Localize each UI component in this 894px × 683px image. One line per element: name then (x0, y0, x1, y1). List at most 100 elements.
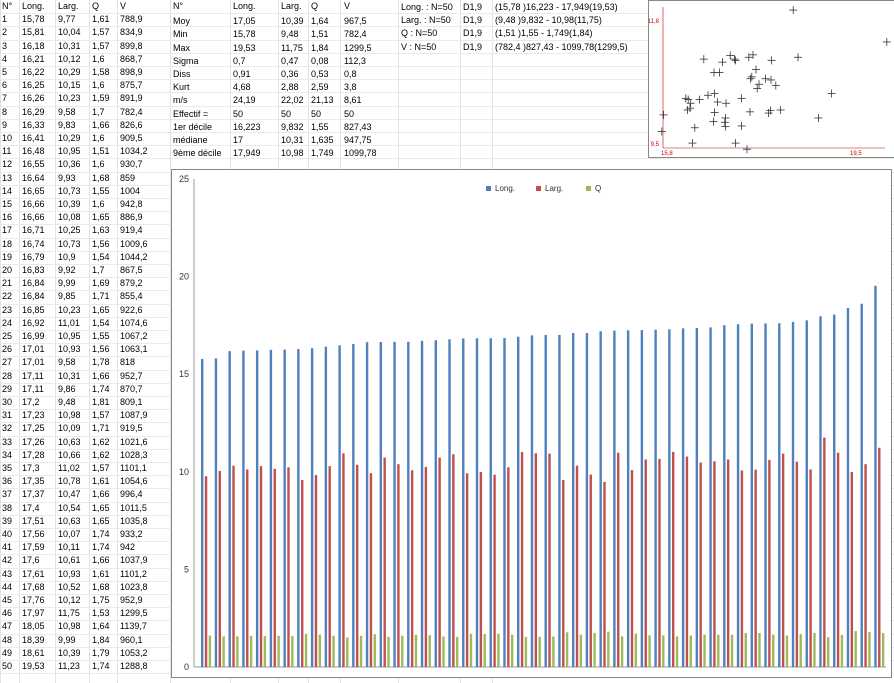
table-cell[interactable]: 9,58 (58, 357, 76, 368)
table-cell[interactable]: 16,64 (22, 172, 45, 183)
stats-cell[interactable]: 24,19 (233, 95, 256, 106)
stats-header-cell[interactable]: Larg. (281, 1, 302, 11)
table-cell[interactable]: 1299,5 (120, 608, 148, 619)
table-cell[interactable]: 40 (2, 529, 13, 539)
summary-cell[interactable]: D1,9 (463, 2, 483, 12)
table-cell[interactable]: 10,25 (58, 225, 81, 236)
table-cell[interactable]: 818 (120, 357, 136, 368)
table-cell[interactable]: 22 (2, 291, 13, 302)
table-cell[interactable]: 1,74 (92, 661, 110, 671)
table-cell[interactable]: 1139,7 (120, 621, 147, 632)
stats-cell[interactable]: 50 (311, 108, 322, 119)
table-cell[interactable]: 1,62 (92, 449, 110, 460)
table-cell[interactable]: 30 (2, 397, 13, 407)
stats-cell[interactable]: Effectif = (173, 108, 209, 119)
summary-cell[interactable]: V : N=50 (401, 41, 437, 52)
table-cell[interactable]: 15 (2, 199, 13, 209)
table-cell[interactable]: 38 (2, 502, 13, 513)
table-cell[interactable]: 10,31 (58, 370, 81, 381)
stats-cell[interactable]: 1,635 (311, 135, 334, 145)
table-cell[interactable]: 1,57 (92, 410, 110, 421)
table-cell[interactable]: 10,12 (58, 595, 81, 605)
table-cell[interactable]: 1,7 (92, 265, 105, 275)
table-cell[interactable]: 10,09 (58, 423, 81, 434)
table-cell[interactable]: 10,36 (58, 159, 81, 170)
stats-cell[interactable]: Sigma (173, 55, 199, 66)
table-cell[interactable]: 15,81 (22, 27, 45, 38)
table-cell[interactable]: 1,56 (92, 238, 110, 249)
table-cell[interactable]: 9,85 (58, 291, 76, 302)
table-cell[interactable]: 1074,6 (120, 317, 148, 328)
table-cell[interactable]: 1009,6 (120, 238, 148, 249)
table-cell[interactable]: 9,86 (58, 383, 76, 394)
stats-cell[interactable]: 1099,78 (344, 148, 377, 159)
summary-cell[interactable]: (9,48 )9,832 - 10,98(11,75) (495, 15, 602, 26)
table-cell[interactable]: 4 (2, 53, 8, 64)
stats-cell[interactable]: 827,43 (344, 121, 372, 132)
stats-cell[interactable]: 10,31 (281, 135, 304, 145)
table-cell[interactable]: 41 (2, 542, 13, 553)
table-cell[interactable]: 16,26 (22, 93, 45, 104)
table-cell[interactable]: 1,79 (92, 647, 110, 658)
table-cell[interactable]: 10,98 (58, 410, 81, 421)
table-cell[interactable]: 1,65 (92, 515, 110, 526)
table-cell[interactable]: 16,83 (22, 265, 45, 275)
table-cell[interactable]: 10,04 (58, 27, 81, 38)
table-cell[interactable]: 1,65 (92, 304, 110, 315)
stats-cell[interactable]: 11,75 (281, 42, 303, 53)
table-cell[interactable]: 875,7 (120, 80, 143, 91)
table-cell[interactable]: 16,66 (22, 212, 45, 223)
stats-cell[interactable]: 112,3 (344, 55, 366, 66)
stats-cell[interactable]: 1,84 (311, 42, 329, 53)
table-cell[interactable]: 17,56 (22, 529, 45, 539)
stats-cell[interactable]: 0,53 (311, 69, 329, 79)
stats-cell[interactable]: 10,98 (281, 148, 304, 159)
table-cell[interactable]: 952,9 (120, 595, 143, 605)
table-cell[interactable]: 1,71 (92, 291, 110, 302)
table-cell[interactable]: 17,3 (22, 463, 40, 473)
table-cell[interactable]: 42 (2, 555, 13, 566)
table-cell[interactable]: 809,1 (120, 397, 143, 407)
stats-cell[interactable]: 0,47 (281, 55, 299, 66)
table-cell[interactable]: 1,66 (92, 119, 110, 130)
table-cell[interactable]: 1087,9 (120, 410, 148, 421)
stats-cell[interactable]: 947,75 (344, 135, 372, 145)
table-cell[interactable]: 21 (2, 278, 13, 289)
summary-cell[interactable]: (782,4 )827,43 - 1099,78(1299,5) (495, 41, 628, 52)
table-cell[interactable]: 10 (2, 133, 13, 143)
table-cell[interactable]: 1,66 (92, 370, 110, 381)
table-cell[interactable]: 1,66 (92, 555, 110, 566)
stats-cell[interactable]: 9,832 (281, 121, 304, 132)
stats-header-cell[interactable]: N° (173, 1, 184, 11)
table-cell[interactable]: 17,59 (22, 542, 45, 553)
table-cell[interactable]: 10,78 (58, 476, 81, 487)
stats-cell[interactable]: 1er décile (173, 121, 213, 132)
table-cell[interactable]: 1,6 (92, 53, 105, 64)
table-cell[interactable]: 16 (2, 212, 13, 223)
table-cell[interactable]: 10,23 (58, 93, 81, 104)
table-cell[interactable]: 1054,6 (120, 476, 148, 487)
table-cell[interactable]: 44 (2, 581, 13, 592)
table-cell[interactable]: 17 (2, 225, 13, 236)
table-cell[interactable]: 11,02 (58, 463, 80, 473)
table-cell[interactable]: 1,6 (92, 199, 105, 209)
summary-cell[interactable]: D1,9 (463, 15, 483, 26)
stats-cell[interactable]: 17 (233, 135, 244, 145)
table-cell[interactable]: 23 (2, 304, 13, 315)
table-cell[interactable]: 10,98 (58, 621, 81, 632)
table-cell[interactable]: 1035,8 (120, 515, 148, 526)
table-cell[interactable]: 19 (2, 251, 13, 262)
table-cell[interactable]: 17,01 (22, 357, 45, 368)
table-cell[interactable]: 49 (2, 647, 13, 658)
table-cell[interactable]: 1,61 (92, 476, 110, 487)
table-cell[interactable]: 10,93 (58, 568, 81, 579)
table-cell[interactable]: 16,65 (22, 185, 45, 196)
table-cell[interactable]: 10,29 (58, 133, 81, 143)
table-cell[interactable]: 17,37 (22, 489, 45, 500)
table-cell[interactable]: 11 (2, 146, 12, 157)
table-cell[interactable]: 1,74 (92, 529, 110, 539)
table-cell[interactable]: 10,54 (58, 502, 81, 513)
table-cell[interactable]: 17,6 (22, 555, 40, 566)
table-cell[interactable]: 1,66 (92, 489, 110, 500)
table-cell[interactable]: 36 (2, 476, 13, 487)
